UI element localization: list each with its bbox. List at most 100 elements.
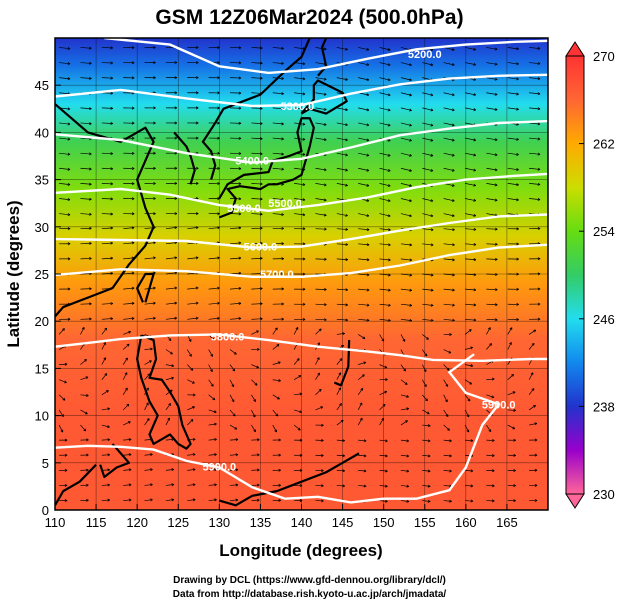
wind-arrow [208, 302, 220, 305]
wind-arrow-head [192, 483, 196, 487]
wind-arrow-head [387, 78, 391, 82]
wind-arrow-head [110, 212, 114, 216]
wind-arrow-head [388, 228, 391, 232]
wind-arrow-head [131, 301, 135, 305]
wind-arrow-head [278, 483, 281, 487]
wind-arrow-head [302, 92, 306, 96]
wind-arrow-head [323, 122, 327, 126]
contour-line [55, 172, 548, 213]
wind-arrow [315, 77, 327, 80]
wind-arrow [336, 439, 345, 442]
wind-arrow [294, 409, 302, 413]
wind-arrow-head [430, 228, 434, 232]
wind-arrow-head [281, 212, 284, 216]
wind-arrow [357, 402, 363, 411]
wind-arrow [208, 227, 220, 230]
wind-arrow-head [146, 387, 149, 391]
wind-arrow-head [67, 242, 71, 246]
wind-arrow-head [473, 168, 477, 172]
wind-arrow [486, 167, 498, 171]
wind-arrow [379, 92, 391, 96]
wind-arrow [80, 62, 92, 64]
contour-line [55, 73, 548, 108]
wind-arrow [357, 388, 364, 396]
wind-arrow-head [89, 226, 92, 230]
wind-arrow [251, 379, 258, 386]
wind-arrow [293, 375, 302, 381]
wind-arrow [507, 424, 515, 430]
wind-arrow-head [537, 152, 541, 156]
wind-arrow [165, 227, 177, 230]
wind-arrow-head [110, 167, 114, 171]
wind-arrow-head [89, 197, 92, 201]
wind-arrow-head [192, 437, 196, 441]
wind-arrow-head [171, 498, 175, 502]
wind-arrow [229, 242, 242, 245]
wind-arrow [272, 92, 284, 95]
wind-arrow-head [516, 287, 519, 291]
wind-arrow-head [451, 47, 455, 51]
wind-arrow [336, 213, 348, 217]
coastline [99, 443, 131, 479]
wind-arrow [443, 394, 448, 403]
wind-arrow-head [409, 168, 412, 172]
wind-arrow [464, 243, 477, 246]
wind-arrow [144, 418, 150, 426]
wind-arrow [507, 409, 516, 411]
wind-arrow [400, 500, 409, 502]
wind-arrow-head [277, 396, 280, 400]
wind-arrow-head [317, 372, 321, 376]
wind-arrow-head [537, 122, 541, 126]
wind-arrow-head [449, 332, 452, 336]
wind-arrow-head [362, 336, 366, 340]
wind-arrow-head [363, 454, 367, 458]
wind-arrow [400, 77, 412, 81]
wind-arrow [80, 424, 86, 432]
wind-arrow-head [409, 63, 412, 67]
wind-arrow [123, 287, 135, 290]
wind-arrow-head [345, 108, 348, 112]
wind-arrow [486, 327, 491, 335]
wind-arrow [443, 379, 449, 387]
wind-arrow-head [131, 106, 135, 110]
wind-arrow [229, 257, 242, 260]
wind-arrow [379, 62, 391, 66]
wind-arrow-head [366, 168, 370, 172]
wind-arrow [486, 47, 498, 50]
wind-arrow [358, 454, 367, 457]
wind-arrow [144, 317, 156, 320]
wind-arrow-head [427, 469, 431, 473]
wind-arrow-head [110, 197, 114, 201]
wind-arrow [464, 485, 474, 487]
wind-arrow-head [105, 390, 109, 393]
wind-arrow [507, 374, 514, 380]
wind-arrow-head [153, 301, 156, 305]
wind-arrow [400, 107, 412, 111]
wind-arrow-head [321, 484, 324, 488]
wind-arrow [315, 406, 323, 411]
wind-arrow [379, 198, 391, 202]
wind-arrow [165, 484, 174, 486]
wind-arrow-head [473, 303, 477, 307]
wind-arrow [379, 107, 391, 111]
wind-arrow [400, 318, 412, 321]
colorbar-tick-label: 270 [593, 49, 615, 64]
wind-arrow [251, 364, 259, 369]
wind-arrow-head [128, 498, 132, 502]
wind-arrow-head [281, 257, 284, 261]
wind-arrow [486, 228, 498, 230]
wind-arrow [400, 408, 409, 411]
wind-arrow-head [232, 368, 236, 372]
wind-arrow-head [387, 168, 391, 172]
wind-arrow [187, 379, 195, 384]
wind-arrow [229, 318, 242, 320]
wind-arrow [229, 439, 239, 441]
wind-arrow [443, 439, 452, 442]
wind-arrow-head [324, 257, 327, 261]
wind-arrow-head [278, 468, 281, 472]
wind-arrow-head [214, 468, 217, 472]
wind-arrow-head [146, 418, 150, 422]
wind-arrow [443, 485, 452, 487]
wind-arrow-head [387, 48, 391, 51]
wind-arrow-head [67, 257, 71, 261]
